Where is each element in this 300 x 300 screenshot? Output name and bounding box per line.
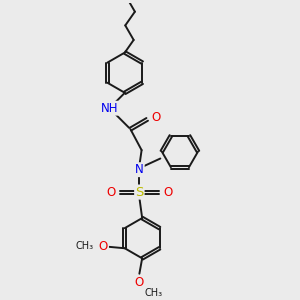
Text: O: O [99, 240, 108, 253]
Text: O: O [106, 186, 116, 199]
Text: O: O [152, 112, 160, 124]
Text: S: S [135, 186, 144, 199]
Text: NH: NH [101, 102, 118, 115]
Text: O: O [163, 186, 172, 199]
Text: CH₃: CH₃ [145, 288, 163, 298]
Text: N: N [135, 163, 144, 176]
Text: O: O [135, 276, 144, 289]
Text: CH₃: CH₃ [76, 241, 94, 251]
